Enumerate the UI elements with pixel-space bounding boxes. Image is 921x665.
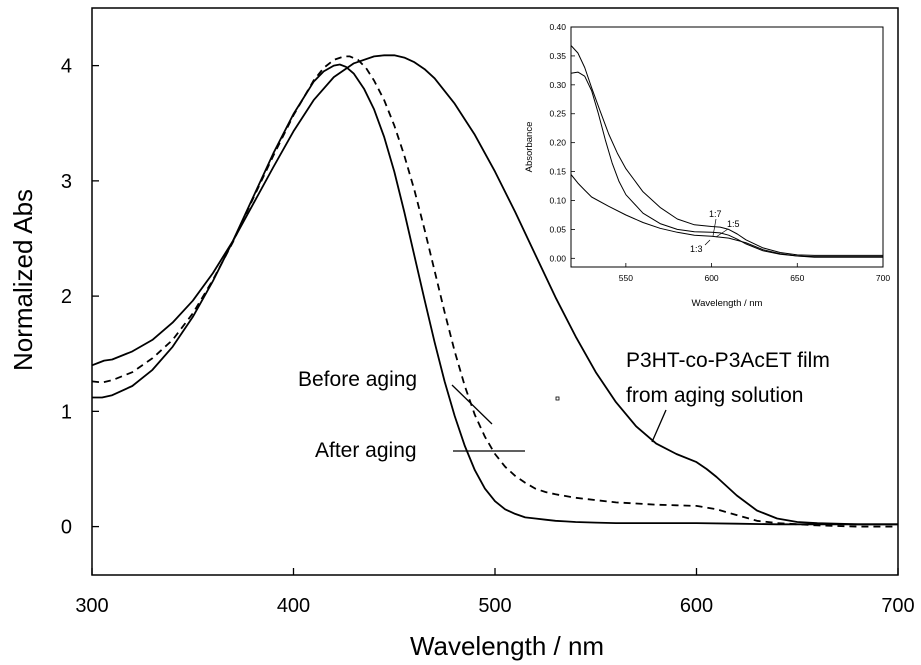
inset-x-tick-label: 600 — [704, 273, 718, 283]
inset-label-1-5: 1:5 — [727, 219, 740, 229]
inset-y-tick-label: 0.20 — [549, 138, 566, 148]
annotation-after-aging: After aging — [315, 439, 417, 462]
annotation-before-aging-leader — [451, 384, 493, 425]
annotation-film-line1: P3HT-co-P3AcET film — [626, 349, 830, 372]
annotation-film-leader — [651, 409, 667, 443]
inset-x-tick-label: 650 — [790, 273, 804, 283]
main-y-axis-label: Normalized Abs — [8, 189, 38, 371]
inset-series-line — [570, 174, 883, 258]
inset-y-tick-label: 0.35 — [549, 51, 566, 61]
main-y-tick-label: 3 — [61, 171, 72, 193]
main-y-tick-label: 0 — [61, 517, 72, 539]
inset-label-1-7: 1:7 — [709, 209, 722, 219]
inset-y-tick-label: 0.10 — [549, 195, 566, 205]
inset-label-1-3: 1:3 — [690, 244, 703, 254]
main-x-tick-label: 400 — [277, 595, 310, 617]
main-y-tick-label: 4 — [61, 56, 72, 78]
main-y-tick-label: 1 — [61, 401, 72, 423]
main-x-tick-label: 500 — [478, 595, 511, 617]
inset-y-tick-label: 0.15 — [549, 167, 566, 177]
inset-label-1-3-leader — [704, 239, 711, 246]
main-y-tick-label: 2 — [61, 286, 72, 308]
main-plot: 300 400 500 600 700 0 1 2 3 4 Wavelength / nm No… — [8, 7, 915, 661]
annotation-film-line2: from aging solution — [626, 384, 803, 407]
inset-y-tick-label: 0.30 — [549, 80, 566, 90]
annotation-before-aging: Before aging — [298, 368, 417, 391]
inset-x-axis-label: Wavelength / nm — [692, 298, 763, 309]
main-x-tick-label: 300 — [75, 595, 108, 617]
inset-x-tick-label: 550 — [619, 273, 633, 283]
inset-label-1-7-leader — [712, 218, 717, 237]
inset-y-tick-label: 0.40 — [549, 22, 566, 32]
inset-y-tick-label: 0.00 — [549, 253, 566, 263]
main-x-tick-label: 600 — [680, 595, 713, 617]
inset-x-tick-label: 700 — [876, 273, 890, 283]
main-x-tick-label: 700 — [881, 595, 914, 617]
inset-y-tick-label: 0.05 — [549, 224, 566, 234]
stray-marker — [555, 396, 560, 401]
inset-y-axis-label: Absorbance — [524, 122, 535, 173]
inset-series-line — [570, 45, 883, 256]
inset-label-1-5-leader — [715, 228, 729, 238]
main-series-line — [91, 54, 898, 526]
inset-y-tick-label: 0.25 — [549, 109, 566, 119]
inset-plot: 550 600 650 700 0.00 0.05 0.10 0.15 0.20 0.25 0.3… — [524, 22, 890, 309]
inset-plot-frame — [570, 26, 884, 268]
main-x-axis-label: Wavelength / nm — [410, 631, 604, 661]
main-series-line — [91, 55, 898, 528]
